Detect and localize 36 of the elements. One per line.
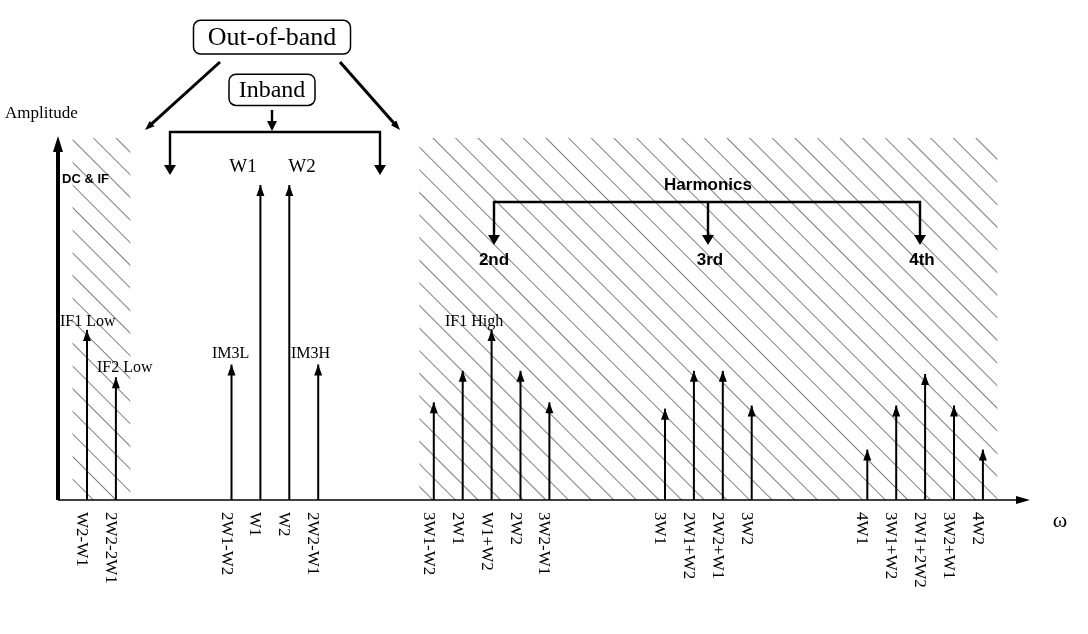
x-axis-title: ω: [1052, 507, 1068, 532]
x-tick-label: 2W1: [448, 512, 468, 546]
x-tick-label: 2W2-2W1: [101, 512, 121, 584]
annotation: Harmonics: [664, 175, 752, 194]
x-tick-label: 2W1-W2: [217, 512, 237, 576]
y-axis-title: Amplitude: [5, 103, 78, 122]
text: Out-of-band: [207, 22, 337, 51]
x-tick-label: 3W2: [737, 512, 757, 546]
annotation: IF1 High: [445, 312, 504, 330]
annotation: IM3H: [291, 344, 331, 361]
x-tick-label: 2W1+2W2: [911, 512, 931, 588]
x-tick-label: W1: [246, 512, 266, 537]
annotation: 3rd: [696, 250, 724, 269]
annotation: IF2 Low: [97, 358, 153, 375]
x-tick-label: 4W2: [968, 512, 988, 546]
x-tick-label: 2W1+W2: [679, 512, 699, 580]
x-tick-label: W2: [275, 512, 295, 537]
text: W1: [229, 155, 257, 176]
annotation: DC & IF: [62, 171, 109, 186]
text: W2: [288, 155, 316, 176]
x-tick-label: 3W1+W2: [882, 512, 902, 580]
x-tick-label: 3W1: [651, 512, 671, 546]
annotation: 2nd: [478, 250, 510, 269]
annotation: IM3L: [212, 344, 250, 361]
text: Inband: [238, 76, 306, 102]
x-tick-label: W1+W2: [477, 512, 497, 571]
annotation: IF1 Low: [60, 312, 116, 329]
x-tick-label: 2W2-W1: [304, 512, 324, 576]
x-tick-label: 2W2+W1: [708, 512, 728, 580]
x-tick-label: 2W2: [506, 512, 526, 546]
x-tick-label: W2-W1: [73, 512, 93, 567]
x-tick-label: 3W2-W1: [535, 512, 555, 576]
x-tick-label: 4W1: [853, 512, 873, 546]
x-tick-label: 3W1-W2: [419, 512, 439, 576]
x-tick-label: 3W2+W1: [940, 512, 960, 580]
annotation: 4th: [909, 250, 935, 269]
